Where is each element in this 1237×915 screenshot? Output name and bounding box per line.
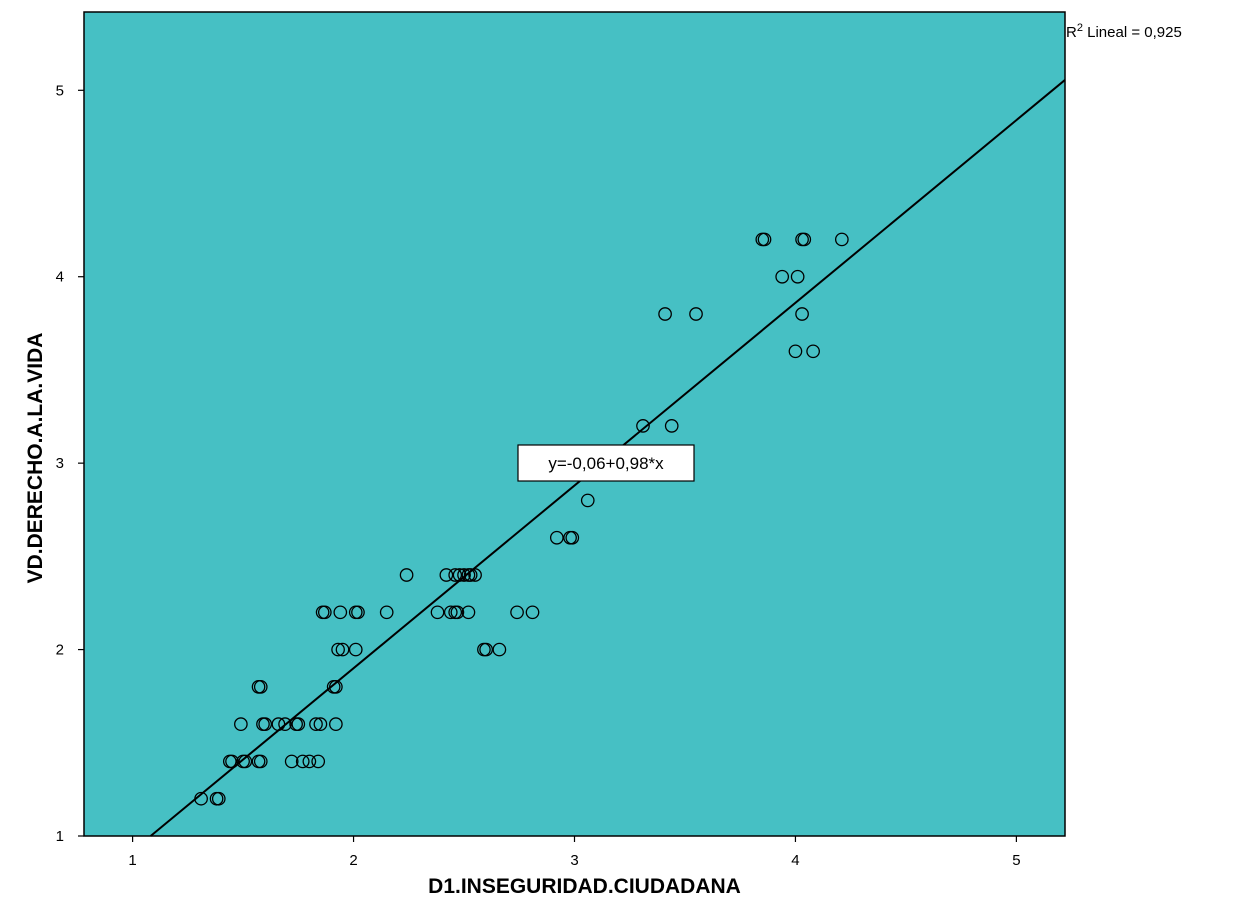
data-point — [790, 269, 805, 284]
data-point — [333, 605, 348, 620]
data-point — [450, 605, 465, 620]
data-point — [311, 754, 326, 769]
y-tick-label: 1 — [56, 828, 64, 845]
data-point — [757, 232, 772, 247]
data-point — [238, 754, 253, 769]
x-tick-label: 4 — [791, 852, 799, 869]
data-point — [253, 754, 268, 769]
data-point — [775, 269, 790, 284]
data-point — [479, 642, 493, 657]
x-axis-title: D1.INSEGURIDAD.CIUDADANA — [428, 875, 741, 898]
data-point — [379, 605, 394, 620]
data-point — [302, 754, 317, 769]
data-point — [580, 493, 595, 508]
x-axis: 1 2 3 4 5 — [128, 836, 1021, 869]
y-tick-label: 2 — [56, 642, 64, 659]
data-point — [658, 307, 672, 321]
data-points — [194, 232, 849, 806]
y-tick-label: 3 — [56, 455, 64, 472]
data-point — [253, 680, 268, 694]
data-point — [525, 605, 540, 620]
data-point — [492, 642, 507, 657]
data-point — [329, 717, 343, 731]
data-point — [689, 307, 703, 321]
data-point — [313, 717, 328, 731]
data-point — [351, 605, 365, 620]
y-tick-label: 4 — [56, 269, 64, 286]
data-point — [295, 754, 310, 769]
plot-area — [83, 11, 1066, 837]
data-point — [461, 605, 476, 620]
data-point — [457, 568, 471, 582]
data-point — [317, 605, 332, 620]
fit-equation-label: y=-0,06+0,98*x — [548, 454, 664, 473]
data-point — [443, 605, 458, 620]
y-tick-label: 5 — [56, 82, 64, 99]
x-tick-label: 2 — [349, 852, 357, 869]
data-point — [258, 717, 273, 731]
y-axis-title: VD.DERECHO.A.LA.VIDA — [24, 333, 47, 584]
data-point — [430, 605, 445, 620]
data-point — [399, 568, 414, 582]
r2-superscript: 2 — [1077, 22, 1083, 34]
fit-equation-box: y=-0,06+0,98*x — [517, 444, 695, 482]
data-point — [795, 307, 809, 321]
data-point — [234, 717, 248, 731]
data-point — [636, 419, 650, 433]
data-point — [209, 791, 224, 806]
r2-prefix: R — [1066, 24, 1077, 41]
x-tick-label: 1 — [128, 852, 136, 869]
data-point — [331, 642, 345, 657]
data-point — [448, 568, 463, 582]
data-point — [834, 232, 849, 247]
data-point — [565, 530, 580, 545]
r2-annotation: R2 Lineal = 0,925 — [1066, 22, 1182, 41]
data-point — [335, 642, 350, 657]
data-point — [797, 232, 812, 247]
data-point — [278, 717, 292, 731]
r2-suffix: Lineal = 0,925 — [1083, 24, 1182, 41]
x-tick-label: 3 — [570, 852, 578, 869]
fit-equation-frame — [517, 444, 695, 482]
data-point — [291, 717, 306, 731]
data-point — [806, 344, 820, 359]
data-point — [463, 568, 478, 582]
data-point — [348, 642, 363, 657]
data-point — [309, 717, 323, 731]
data-point — [439, 568, 454, 582]
data-point — [788, 344, 803, 359]
x-tick-label: 5 — [1012, 852, 1020, 869]
data-point — [549, 530, 564, 545]
data-point — [510, 605, 524, 620]
data-point — [284, 754, 299, 769]
data-point — [664, 419, 679, 433]
y-axis: 1 2 3 4 5 — [56, 82, 84, 845]
